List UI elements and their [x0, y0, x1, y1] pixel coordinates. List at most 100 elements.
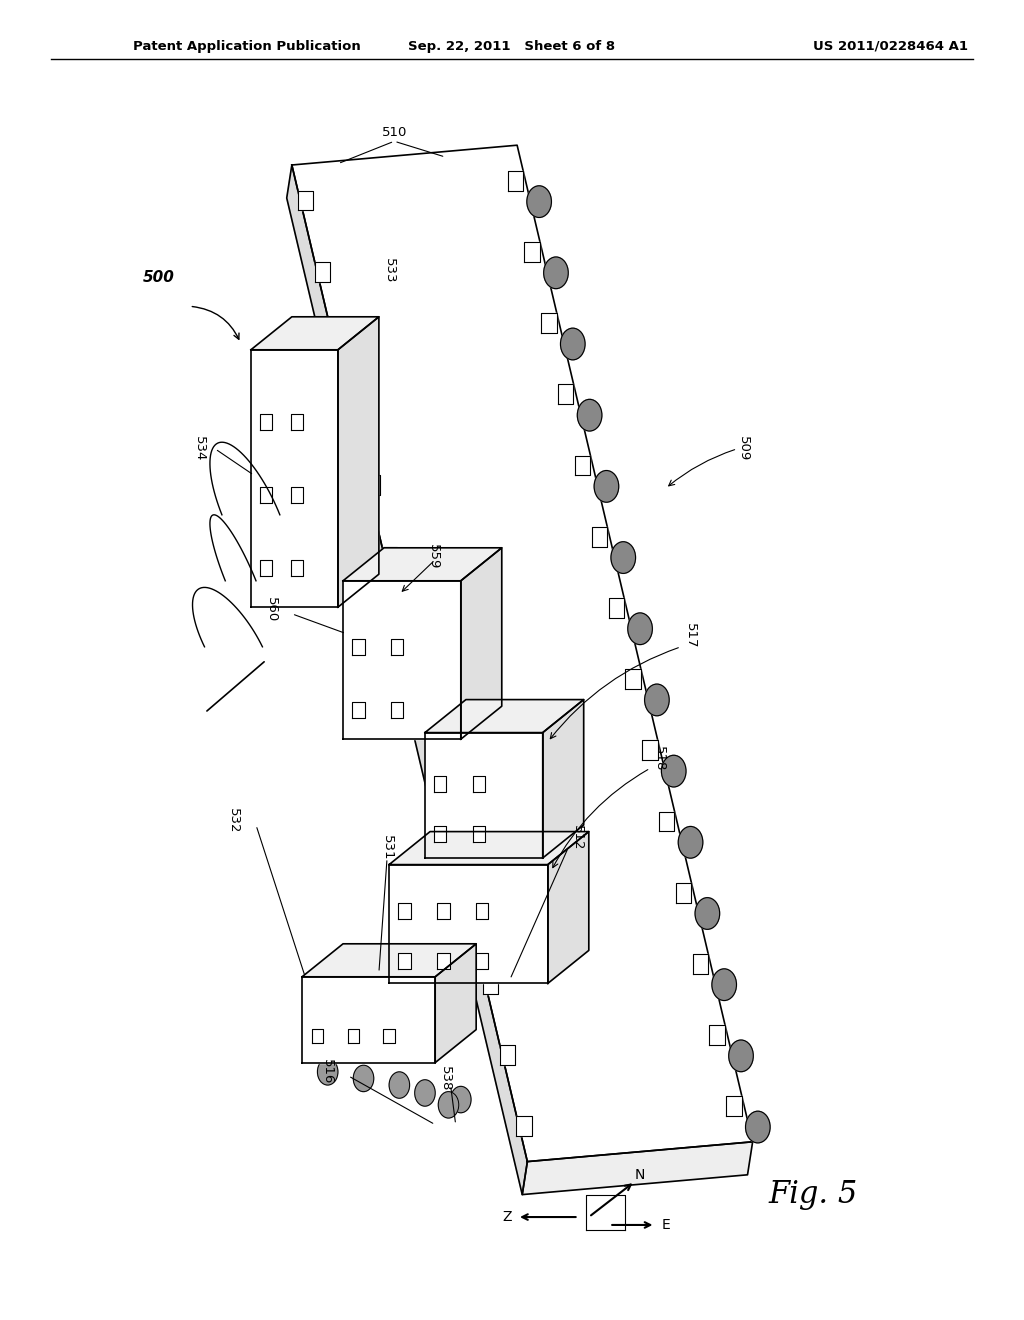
Circle shape [729, 1040, 754, 1072]
Polygon shape [389, 832, 589, 865]
Polygon shape [543, 700, 584, 858]
Text: Fig. 5: Fig. 5 [768, 1179, 857, 1210]
Circle shape [594, 470, 618, 502]
Circle shape [611, 541, 636, 573]
Polygon shape [437, 953, 450, 969]
Circle shape [544, 257, 568, 289]
Polygon shape [437, 903, 450, 919]
Text: Patent Application Publication: Patent Application Publication [133, 40, 360, 53]
Polygon shape [592, 527, 607, 546]
Polygon shape [382, 546, 397, 566]
Polygon shape [659, 812, 675, 832]
Polygon shape [508, 170, 523, 190]
Polygon shape [398, 953, 411, 969]
Polygon shape [476, 903, 488, 919]
Polygon shape [726, 1097, 741, 1117]
Polygon shape [482, 974, 498, 994]
Polygon shape [476, 953, 488, 969]
Text: 516: 516 [322, 1059, 334, 1085]
Polygon shape [608, 598, 624, 618]
Polygon shape [292, 145, 753, 1162]
Polygon shape [416, 689, 431, 709]
Text: 531: 531 [381, 834, 393, 861]
Circle shape [438, 1092, 459, 1118]
Circle shape [451, 1086, 471, 1113]
Polygon shape [338, 317, 379, 607]
Text: 509: 509 [737, 436, 751, 462]
Text: 517: 517 [684, 623, 697, 649]
Polygon shape [461, 548, 502, 739]
Polygon shape [466, 903, 481, 923]
Polygon shape [347, 1030, 358, 1043]
Polygon shape [473, 826, 485, 842]
Text: 512: 512 [571, 825, 585, 851]
Polygon shape [542, 313, 557, 333]
Polygon shape [348, 404, 364, 424]
Polygon shape [352, 702, 365, 718]
Circle shape [628, 612, 652, 644]
Circle shape [662, 755, 686, 787]
Polygon shape [710, 1026, 725, 1045]
Polygon shape [352, 639, 365, 655]
Text: E: E [662, 1218, 670, 1232]
Polygon shape [398, 903, 411, 919]
Polygon shape [343, 548, 502, 581]
Polygon shape [302, 944, 476, 977]
Polygon shape [522, 1142, 753, 1195]
Polygon shape [450, 832, 465, 851]
Polygon shape [389, 865, 548, 983]
Text: 532: 532 [227, 808, 240, 834]
Polygon shape [260, 560, 272, 576]
Polygon shape [302, 977, 435, 1063]
Polygon shape [383, 1030, 395, 1043]
Circle shape [560, 329, 585, 360]
Text: N: N [635, 1168, 645, 1181]
Polygon shape [391, 639, 403, 655]
Text: 559: 559 [427, 544, 440, 570]
Polygon shape [365, 475, 380, 495]
Text: 518: 518 [653, 746, 667, 772]
Text: 538: 538 [439, 1065, 452, 1092]
Polygon shape [391, 702, 403, 718]
Polygon shape [398, 618, 414, 638]
Polygon shape [332, 333, 347, 352]
Text: 534: 534 [194, 436, 206, 462]
Polygon shape [251, 350, 338, 607]
Text: 510: 510 [382, 125, 407, 139]
Polygon shape [435, 944, 476, 1063]
Circle shape [712, 969, 736, 1001]
Text: 560: 560 [265, 597, 278, 623]
Circle shape [526, 186, 551, 218]
Polygon shape [311, 1030, 324, 1043]
Text: Sep. 22, 2011   Sheet 6 of 8: Sep. 22, 2011 Sheet 6 of 8 [409, 40, 615, 53]
Polygon shape [291, 560, 303, 576]
Polygon shape [548, 832, 589, 983]
Polygon shape [434, 826, 446, 842]
Polygon shape [642, 741, 657, 760]
Circle shape [678, 826, 702, 858]
Polygon shape [473, 776, 485, 792]
Polygon shape [260, 487, 272, 503]
Polygon shape [676, 883, 691, 903]
Polygon shape [343, 581, 461, 739]
Polygon shape [500, 1045, 515, 1065]
Text: 500: 500 [142, 269, 175, 285]
Polygon shape [291, 414, 303, 430]
Circle shape [415, 1080, 435, 1106]
Polygon shape [251, 317, 379, 350]
Circle shape [353, 1065, 374, 1092]
Polygon shape [291, 487, 303, 503]
Polygon shape [432, 760, 447, 780]
Polygon shape [314, 261, 330, 281]
Text: 533: 533 [383, 257, 395, 284]
Polygon shape [558, 384, 573, 404]
Polygon shape [516, 1117, 531, 1137]
Text: US 2011/0228464 A1: US 2011/0228464 A1 [813, 40, 969, 53]
Polygon shape [692, 954, 708, 974]
Polygon shape [287, 165, 527, 1195]
Polygon shape [626, 669, 641, 689]
Circle shape [745, 1111, 770, 1143]
Polygon shape [425, 700, 584, 733]
Circle shape [317, 1059, 338, 1085]
Text: Z: Z [502, 1210, 512, 1224]
